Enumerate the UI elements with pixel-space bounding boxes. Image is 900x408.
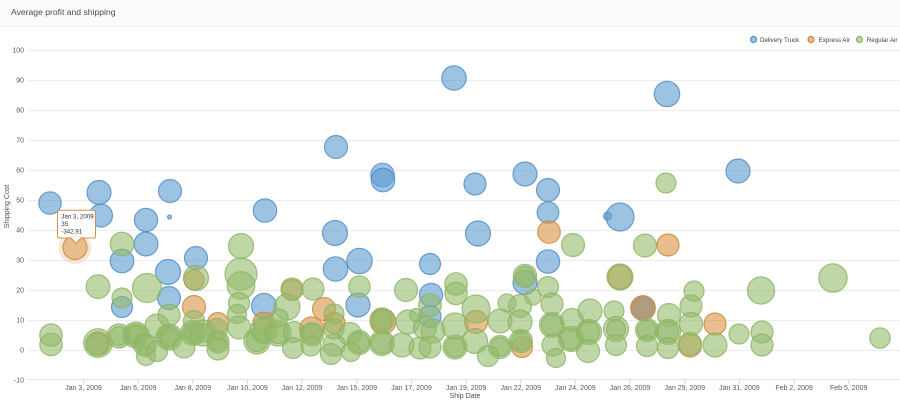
svg-text:Jan 8, 2009: Jan 8, 2009 — [175, 385, 212, 392]
svg-text:-342.91: -342.91 — [61, 229, 83, 236]
svg-text:Feb 2, 2009: Feb 2, 2009 — [775, 385, 812, 392]
svg-text:70: 70 — [16, 138, 24, 145]
svg-text:Jan 15, 2009: Jan 15, 2009 — [337, 385, 378, 392]
svg-text:Feb 5, 2009: Feb 5, 2009 — [830, 385, 867, 392]
svg-text:80: 80 — [16, 108, 24, 115]
svg-text:10: 10 — [16, 318, 24, 325]
svg-text:Ship Date: Ship Date — [450, 393, 481, 400]
svg-text:40: 40 — [16, 228, 24, 235]
svg-text:Regular Air: Regular Air — [867, 37, 898, 44]
svg-text:Shipping Cost: Shipping Cost — [4, 185, 11, 229]
svg-text:Jan 3, 2009: Jan 3, 2009 — [65, 385, 102, 392]
svg-text:Jan 22, 2009: Jan 22, 2009 — [501, 385, 542, 392]
svg-text:35: 35 — [61, 221, 68, 228]
svg-text:Jan 12, 2009: Jan 12, 2009 — [282, 385, 323, 392]
svg-text:Jan 6, 2009: Jan 6, 2009 — [120, 385, 157, 392]
svg-text:Jan 3, 2009: Jan 3, 2009 — [61, 214, 94, 221]
svg-text:Jan 19, 2009: Jan 19, 2009 — [446, 385, 487, 392]
svg-text:0: 0 — [20, 348, 24, 355]
svg-text:Jan 24, 2009: Jan 24, 2009 — [555, 385, 596, 392]
svg-text:100: 100 — [12, 48, 24, 55]
svg-text:50: 50 — [16, 198, 24, 205]
svg-text:Jan 26, 2009: Jan 26, 2009 — [610, 385, 651, 392]
svg-text:30: 30 — [16, 258, 24, 265]
svg-text:90: 90 — [16, 78, 24, 85]
svg-text:Delivery Truck: Delivery Truck — [760, 37, 800, 44]
svg-text:Jan 31, 2009: Jan 31, 2009 — [719, 385, 760, 392]
svg-text:Jan 29, 2009: Jan 29, 2009 — [665, 385, 706, 392]
svg-text:20: 20 — [16, 288, 24, 295]
svg-text:-10: -10 — [14, 378, 24, 385]
svg-text:Jan 17, 2009: Jan 17, 2009 — [391, 385, 432, 392]
svg-text:Jan 10, 2009: Jan 10, 2009 — [227, 385, 268, 392]
svg-text:60: 60 — [16, 168, 24, 175]
svg-text:Express Air: Express Air — [819, 37, 850, 44]
